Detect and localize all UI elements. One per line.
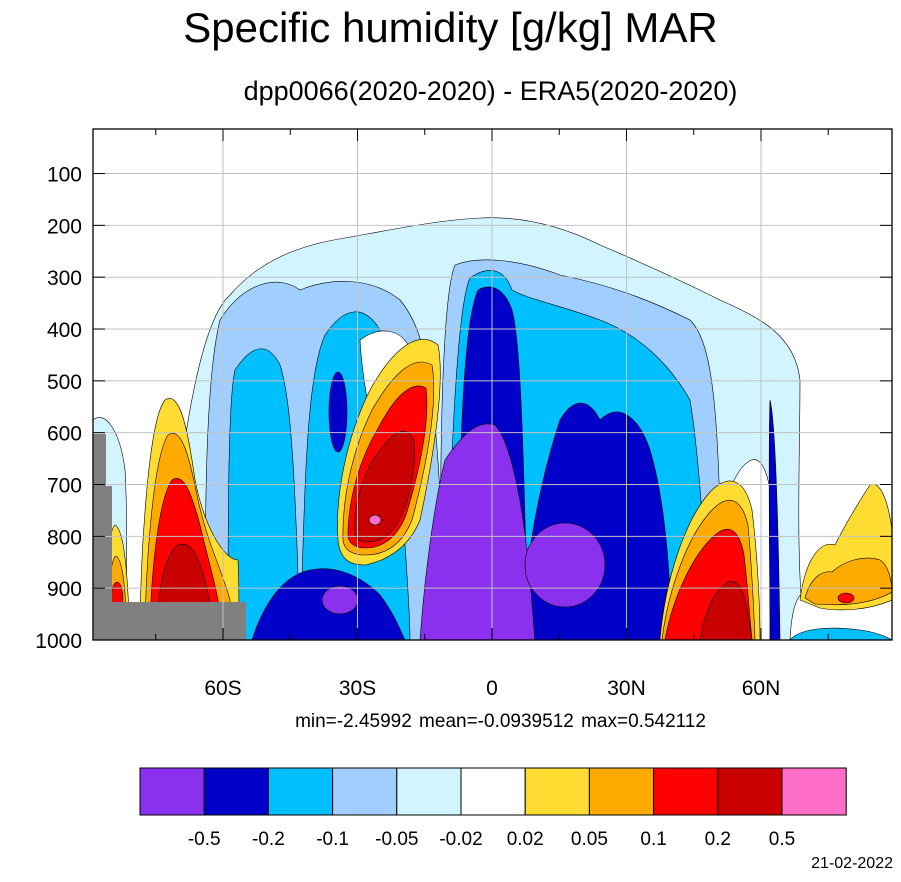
contour-region-13 [524, 522, 606, 608]
y-tick-label: 1000 [35, 630, 82, 653]
axis-ticks [93, 129, 892, 641]
colorbar-level-label: -0.05 [375, 829, 418, 850]
x-axis-tick-labels: 60S 30S 0 30N 60N [204, 677, 780, 700]
grid-lines [93, 129, 892, 640]
colorbar-box-11 [781, 767, 847, 816]
y-tick-label: 500 [47, 371, 82, 394]
y-tick-label: 800 [47, 526, 82, 549]
colorbar-level-label: -0.5 [188, 829, 221, 850]
contour-region-5 [227, 348, 301, 640]
colorbar-box-10 [717, 767, 783, 816]
contour-region-36 [804, 557, 892, 606]
contour-plot: 100 200 300 400 500 600 700 800 900 1000 60S 30S 0 3… [35, 128, 893, 700]
contour-region-32 [699, 581, 753, 640]
y-tick-label: 300 [47, 267, 82, 290]
y-tick-label: 200 [47, 215, 82, 238]
stats-summary: min=-2.45992 mean=-0.0939512 max=0.54211… [295, 711, 706, 732]
colorbar-box-6 [460, 767, 526, 816]
contour-region-37 [837, 592, 855, 604]
contour-region-38 [789, 627, 892, 640]
colorbar-level-label: 0.05 [571, 829, 608, 850]
date-stamp: 21-02-2022 [811, 855, 893, 872]
colorbar-level-label: -0.02 [439, 829, 482, 850]
x-tick-label: 30N [607, 677, 646, 700]
colorbar-level-label: -0.1 [316, 829, 349, 850]
colorbar-boxes [139, 767, 847, 816]
colorbar-labels: -0.5 -0.2 -0.1 -0.05 -0.02 0.02 0.05 0.1 0.2 0.5 [188, 829, 795, 850]
chart-subtitle: dpp0066(2020-2020) - ERA5(2020-2020) [243, 76, 738, 106]
terrain-mask [93, 434, 246, 640]
colorbar-box-4 [332, 767, 398, 816]
x-tick-label: 60N [742, 677, 781, 700]
colorbar-box-9 [653, 767, 719, 816]
colorbar-box-8 [588, 767, 655, 816]
colorbar-box-7 [524, 767, 590, 816]
chart-title: Specific humidity [g/kg] MAR [183, 4, 718, 51]
y-tick-label: 700 [47, 475, 82, 498]
colorbar-level-label: 0.5 [769, 829, 795, 850]
colorbar-level-label: 0.2 [705, 829, 731, 850]
y-tick-label: 100 [47, 164, 82, 187]
contour-region-11 [328, 371, 348, 453]
contour-region-14 [321, 585, 359, 615]
y-tick-label: 400 [47, 319, 82, 342]
y-tick-label: 900 [47, 578, 82, 601]
colorbar-level-label: 0.1 [640, 829, 666, 850]
colorbar-box-1 [139, 767, 205, 816]
colorbar-box-2 [203, 767, 269, 816]
x-tick-label: 60S [204, 677, 241, 700]
y-tick-label: 600 [47, 423, 82, 446]
contour-region-19 [353, 431, 415, 543]
x-tick-label: 0 [486, 677, 498, 700]
contour-region-20 [368, 514, 382, 526]
x-tick-label: 30S [339, 677, 376, 700]
y-axis-tick-labels: 100 200 300 400 500 600 700 800 900 1000 [35, 164, 82, 653]
colorbar-level-label: 0.02 [507, 829, 544, 850]
contour-region-33 [768, 399, 781, 640]
colorbar-box-3 [267, 767, 334, 816]
colorbar-box-5 [396, 767, 462, 816]
colorbar-level-label: -0.2 [252, 829, 285, 850]
